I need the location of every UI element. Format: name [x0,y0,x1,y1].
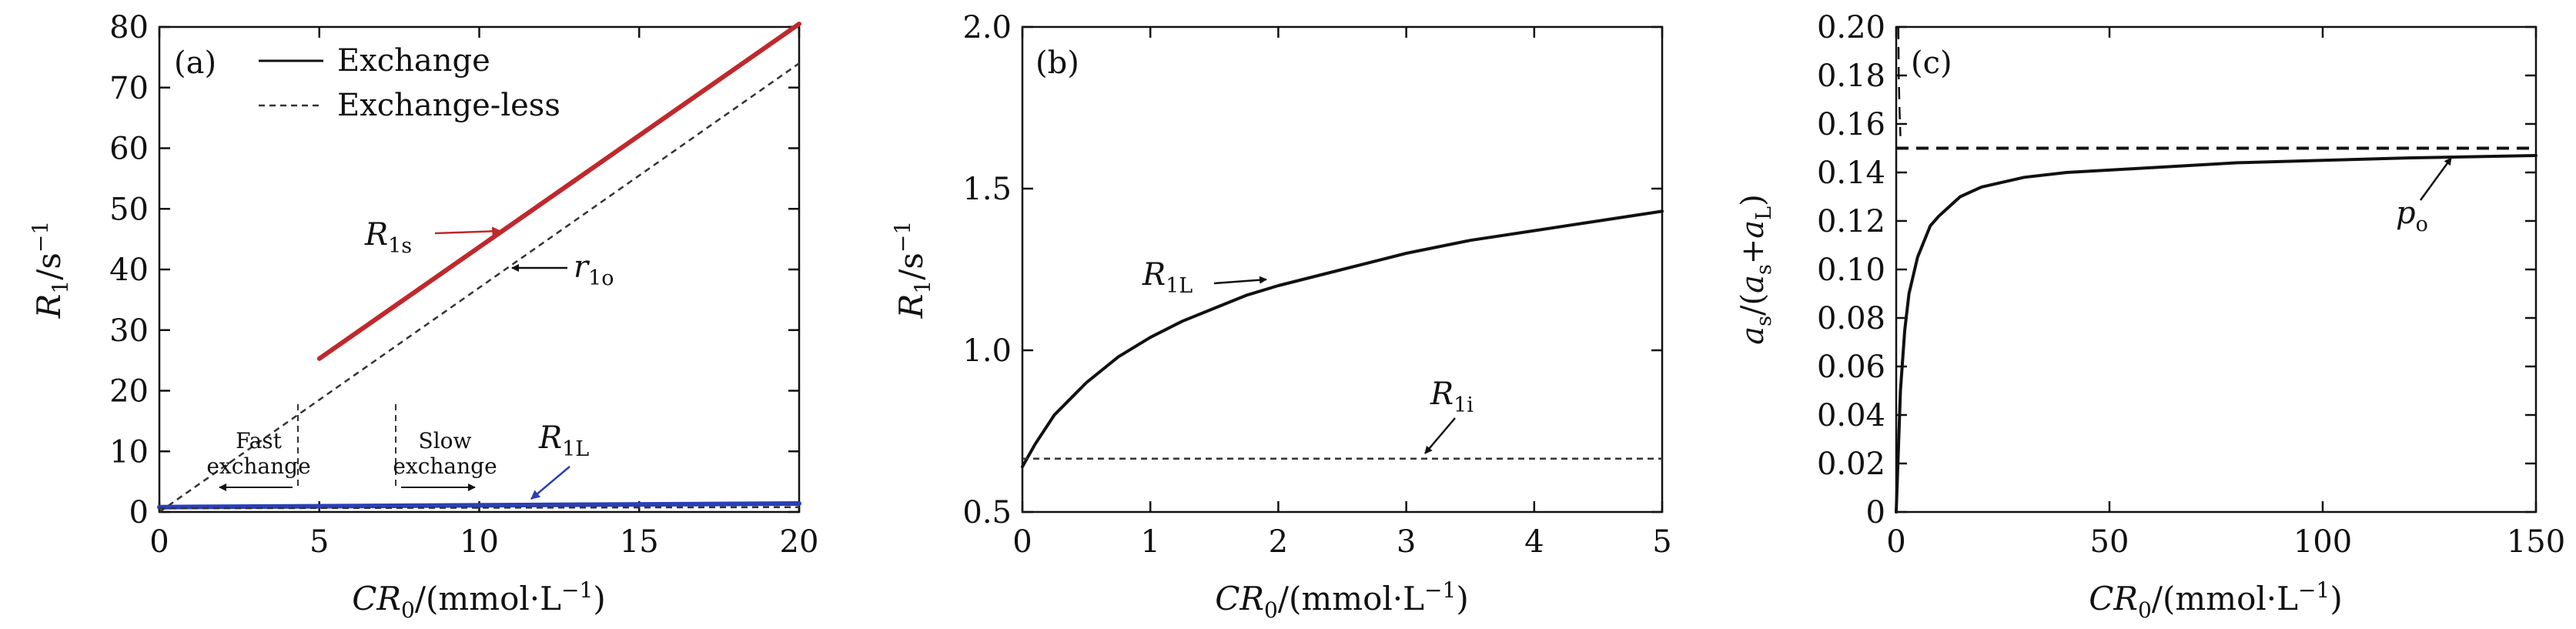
svg-text:R1L: R1L [1142,257,1193,298]
y-tick-label: 80 [109,10,149,45]
y-tick-label: 0 [129,495,149,530]
y-tick-label: 70 [109,71,149,106]
x-tick-label: 0 [1012,524,1032,560]
x-tick-label: 3 [1397,524,1416,560]
legend-entry: Exchange [337,43,490,79]
y-tick-label: 0.5 [962,495,1012,530]
y-tick-label: 10 [109,434,149,470]
series-label-r1l: R1L [1142,257,1267,298]
svg-text:R1s: R1s [364,217,412,258]
x-tick-label: 2 [1269,524,1288,560]
y-axis-label: R1/s−1 [890,221,935,319]
y-tick-label: 20 [109,374,149,410]
panel-label: (c) [1911,45,1952,81]
series-label-r1o: r1o [511,249,614,290]
x-tick-label: 150 [2507,524,2565,560]
y-tick-label: 0.10 [1817,253,1885,288]
series-label-po: po [2396,157,2453,236]
y-tick-label: 40 [109,253,149,288]
legend-entry: Exchange-less [337,88,560,123]
x-tick-label: 1 [1140,524,1159,560]
svg-text:R1i: R1i [1430,376,1474,417]
x-axis-label: CR0/(mmol·L−1) [352,577,605,623]
y-tick-label: 60 [109,132,149,167]
regime-annotation: Fast exchange Slow exchange [206,404,497,491]
x-tick-label: 50 [2090,524,2129,560]
x-tick-label: 5 [309,524,329,560]
series-line [1021,209,1664,469]
fast-label: exchange [206,453,310,479]
y-tick-label: 0 [1866,495,1885,530]
series-label-r1s: R1s [364,217,502,258]
slow-label: exchange [393,453,497,479]
y-tick-label: 0.14 [1817,156,1885,191]
y-tick-label: 1.5 [962,172,1012,207]
svg-text:po: po [2396,196,2428,236]
x-axis-label: CR0/(mmol·L−1) [1215,577,1468,623]
panel-a: 0 5 10 15 20 0 10 20 30 40 50 60 70 80 (a) Exchange E… [28,10,818,623]
plot-frame [1895,25,2538,514]
series-label-r1i: R1i [1424,376,1474,454]
y-tick-label: 2.0 [962,10,1012,45]
x-tick-label: 5 [1652,524,1671,560]
y-axis-label: R1/s−1 [28,221,73,319]
panel-label: (a) [174,45,216,81]
series-line [1895,154,2538,514]
y-tick-label: 0.20 [1817,10,1885,45]
x-axis-label: CR0/(mmol·L−1) [2089,577,2342,623]
y-tick-label: 0.12 [1817,204,1885,239]
y-tick-label: 30 [109,313,149,349]
series-line [316,22,801,361]
y-tick-label: 0.16 [1817,107,1885,142]
y-tick-label: 50 [109,192,149,227]
svg-text:R1L: R1L [538,420,589,461]
panel-b: 0 1 2 3 4 5 0.5 1.0 1.5 2.0 (b) R1L R1i R1/s−1 CR… [890,10,1672,623]
x-tick-label: 0 [149,524,169,560]
legend: Exchange Exchange-less [259,43,560,123]
slow-label: Slow [419,428,472,453]
fast-label: Fast [236,428,283,453]
panel-label: (b) [1035,45,1079,81]
x-tick-label: 10 [460,524,499,560]
y-axis-label: as/(as+aL) [1735,194,1776,344]
series-line [1897,26,1902,136]
series-line [157,501,801,510]
x-tick-label: 0 [1886,524,1905,560]
series-line [159,506,800,510]
x-tick-label: 20 [780,524,819,560]
y-tick-label: 0.04 [1817,398,1885,433]
x-tick-label: 4 [1524,524,1544,560]
series-line [159,62,800,514]
panel-c: 0 50 100 150 0 0.02 0.04 0.06 0.08 0.10 0.12 0.14 0.… [1735,10,2565,623]
y-tick-label: 0.08 [1817,301,1885,336]
x-tick-label: 100 [2293,524,2352,560]
y-tick-label: 0.02 [1817,447,1885,482]
series-label-r1l: R1L [530,420,589,500]
y-tick-label: 0.18 [1817,59,1885,94]
svg-text:r1o: r1o [574,249,614,290]
plot-frame [1021,25,1664,514]
y-tick-label: 1.0 [962,333,1012,369]
x-tick-label: 15 [620,524,659,560]
y-tick-label: 0.06 [1817,350,1885,385]
